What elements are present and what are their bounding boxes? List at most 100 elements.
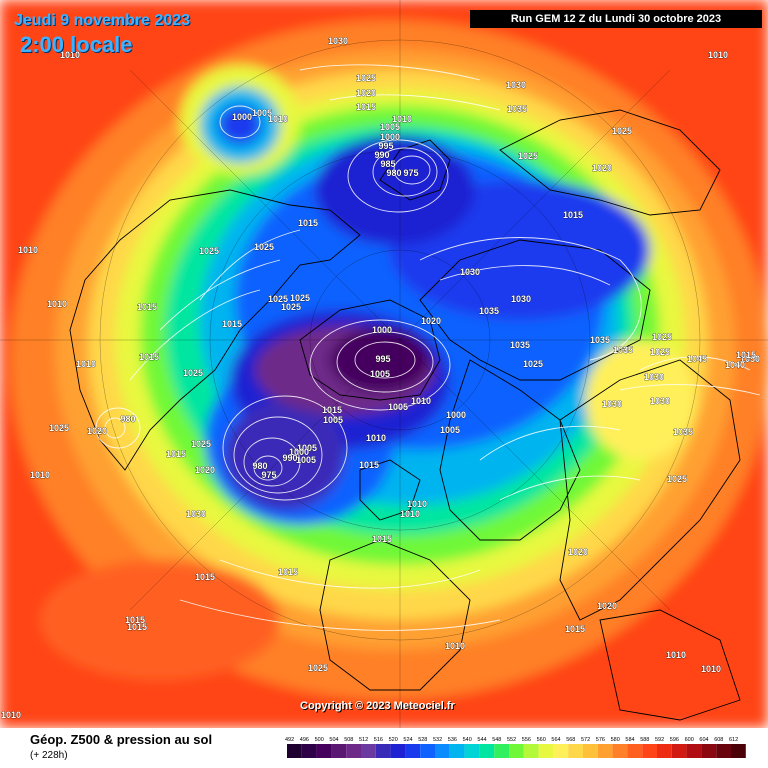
pressure-label: 1000 xyxy=(289,447,309,457)
pressure-label: 1015 xyxy=(565,624,585,634)
legend-tick-label: 512 xyxy=(359,737,368,743)
legend-swatch xyxy=(509,744,524,758)
pressure-label: 1015 xyxy=(563,210,583,220)
pressure-label: 1035 xyxy=(479,306,499,316)
legend-swatches xyxy=(287,744,746,758)
legend-swatch xyxy=(612,744,628,758)
legend-tick-label: 504 xyxy=(329,737,338,743)
legend-swatch xyxy=(361,744,376,758)
legend-swatch xyxy=(420,744,435,758)
weather-map: 1010 1030 1010 1025 1020 1015 1030 1035 1000 1005… xyxy=(0,0,768,728)
pressure-label: 1010 xyxy=(666,650,686,660)
legend-swatch xyxy=(701,744,717,758)
legend-swatch xyxy=(731,744,746,758)
legend-tick-label: 604 xyxy=(699,737,708,743)
legend-swatch xyxy=(716,744,731,758)
pressure-label: 1000 xyxy=(446,410,466,420)
pressure-label: 1005 xyxy=(440,425,460,435)
pressure-label: 1015 xyxy=(298,218,318,228)
pressure-label: 1010 xyxy=(407,499,427,509)
pressure-label: 1030 xyxy=(328,36,348,46)
pressure-label: 1025 xyxy=(612,126,632,136)
pressure-label: 1025 xyxy=(268,294,288,304)
legend-swatch xyxy=(479,744,495,758)
pressure-label: 1015 xyxy=(137,302,157,312)
pressure-label: 1050 xyxy=(740,354,760,364)
pressure-label: 980 xyxy=(252,461,267,471)
legend-tick-label: 588 xyxy=(640,737,649,743)
legend-swatch xyxy=(435,744,450,758)
pressure-label: 1015 xyxy=(278,567,298,577)
pressure-label: 1010 xyxy=(1,710,21,720)
pressure-label: 990 xyxy=(282,453,297,463)
pressure-label: 1025 xyxy=(650,347,670,357)
legend-tick-label: 572 xyxy=(581,737,590,743)
pressure-label: 980 xyxy=(386,168,401,178)
color-legend: 492 496 500 504 508 512 516 520 524 528 532 536 540 5… xyxy=(285,737,746,758)
pressure-label: 1025 xyxy=(290,293,310,303)
pressure-label: 1025 xyxy=(183,368,203,378)
pressure-label: 1025 xyxy=(667,474,687,484)
legend-tick-label: 492 xyxy=(285,737,294,743)
legend-tick-label: 528 xyxy=(418,737,427,743)
legend-tick-label: 564 xyxy=(551,737,560,743)
pressure-label: 1035 xyxy=(510,340,530,350)
pressure-label: 1025 xyxy=(254,242,274,252)
legend-swatch xyxy=(583,744,598,758)
pressure-label: 1005 xyxy=(296,455,316,465)
pressure-label: 1025 xyxy=(191,439,211,449)
pressure-label: 1025 xyxy=(281,302,301,312)
legend-swatch xyxy=(390,744,406,758)
pressure-label: 1005 xyxy=(297,443,317,453)
pressure-label: 1010 xyxy=(411,396,431,406)
legend-tick-label: 592 xyxy=(655,737,664,743)
legend-tick-label: 608 xyxy=(714,737,723,743)
pressure-label: 1010 xyxy=(30,470,50,480)
pressure-label: 1015 xyxy=(222,319,242,329)
pressure-label: 990 xyxy=(374,150,389,160)
model-run-banner: Run GEM 12 Z du Lundi 30 octobre 2023 xyxy=(470,10,762,28)
pressure-label: 1025 xyxy=(199,246,219,256)
coastlines xyxy=(69,109,741,721)
legend-swatch xyxy=(553,744,569,758)
legend-swatch xyxy=(494,744,509,758)
legend-swatch xyxy=(346,744,361,758)
legend-tick-label: 600 xyxy=(685,737,694,743)
forecast-time: 2:00 locale xyxy=(20,32,133,57)
legend-swatch xyxy=(686,744,702,758)
pressure-label: 1015 xyxy=(127,622,147,632)
pressure-label: 1000 xyxy=(380,132,400,142)
pressure-label: 1030 xyxy=(644,372,664,382)
legend-swatch xyxy=(538,744,554,758)
legend-tick-label: 540 xyxy=(463,737,472,743)
legend-ticks: 492 496 500 504 508 512 516 520 524 528 532 536 540 5… xyxy=(285,737,738,743)
pressure-label: 1010 xyxy=(76,359,96,369)
pressure-label: 1015 xyxy=(736,350,756,360)
pressure-label: 1010 xyxy=(708,50,728,60)
pressure-label: 1030 xyxy=(650,396,670,406)
pressure-label: 1010 xyxy=(392,114,412,124)
pressure-label: 1010 xyxy=(60,50,80,60)
legend-tick-label: 576 xyxy=(596,737,605,743)
pressure-label: 1040 xyxy=(725,360,745,370)
pressure-label: 1005 xyxy=(388,402,408,412)
pressure-label: 975 xyxy=(403,168,418,178)
copyright-notice: Copyright © 2023 Meteociel.fr xyxy=(300,700,455,712)
legend-tick-label: 552 xyxy=(507,737,516,743)
pressure-label: 1005 xyxy=(323,415,343,425)
legend-tick-label: 596 xyxy=(670,737,679,743)
legend-tick-label: 544 xyxy=(477,737,486,743)
legend-swatch xyxy=(405,744,421,758)
pressure-label: 980 xyxy=(120,414,135,424)
pressure-label: 1020 xyxy=(597,601,617,611)
forecast-lead-time: (+ 228h) xyxy=(30,750,68,761)
pressure-label: 1015 xyxy=(125,615,145,625)
pressure-label: 1010 xyxy=(445,641,465,651)
pressure-label: 1025 xyxy=(49,423,69,433)
pressure-label: 1030 xyxy=(460,267,480,277)
pressure-label: 1010 xyxy=(701,664,721,674)
legend-swatch xyxy=(331,744,347,758)
pressure-label: 1010 xyxy=(268,114,288,124)
pressure-label: 1010 xyxy=(18,245,38,255)
